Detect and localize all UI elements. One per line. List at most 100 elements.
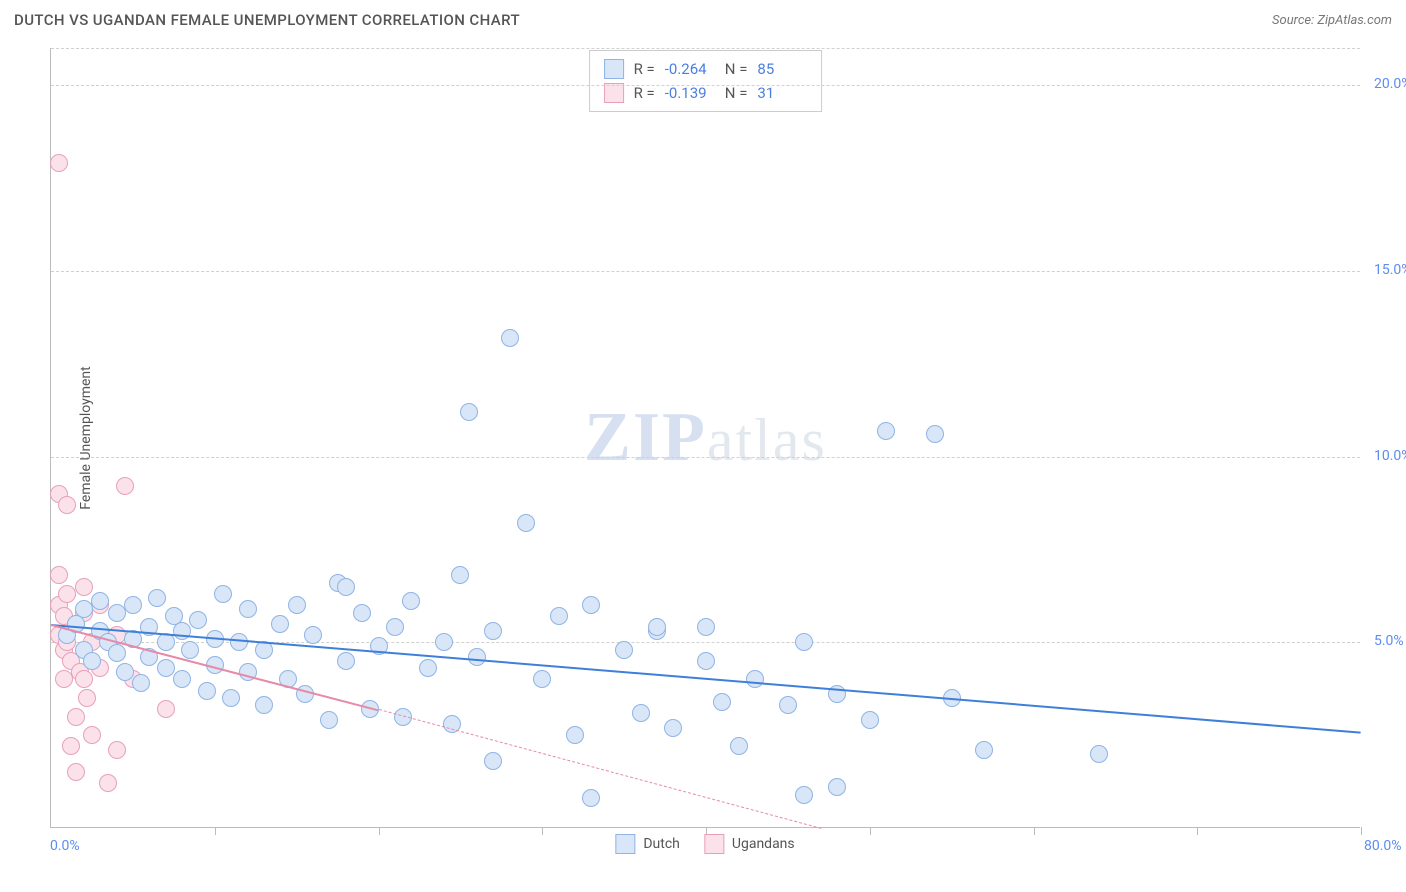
scatter-point <box>926 425 944 443</box>
legend-item-dutch: Dutch <box>615 834 680 854</box>
scatter-point <box>99 774 117 792</box>
scatter-point <box>75 600 93 618</box>
watermark-atlas: atlas <box>707 407 827 473</box>
scatter-point <box>78 689 96 707</box>
scatter-point <box>58 585 76 603</box>
scatter-point <box>337 578 355 596</box>
legend-label-ugandans: Ugandans <box>732 836 795 852</box>
scatter-point <box>386 618 404 636</box>
swatch-dutch <box>604 59 624 79</box>
watermark: ZIPatlas <box>584 398 827 478</box>
scatter-point <box>337 652 355 670</box>
scatter-point <box>632 704 650 722</box>
scatter-point <box>222 689 240 707</box>
scatter-point <box>828 778 846 796</box>
y-tick-label: 10.0% <box>1364 448 1406 464</box>
scatter-point <box>746 670 764 688</box>
gridline <box>51 271 1360 272</box>
scatter-point <box>582 789 600 807</box>
scatter-point <box>320 711 338 729</box>
x-tick <box>542 827 543 835</box>
scatter-point <box>730 737 748 755</box>
watermark-zip: ZIP <box>584 399 707 476</box>
x-tick <box>1197 827 1198 835</box>
scatter-point <box>157 700 175 718</box>
stats-box: R = -0.264 N = 85 R = -0.139 N = 31 <box>589 50 823 112</box>
source-attribution: Source: ZipAtlas.com <box>1272 13 1392 28</box>
scatter-point <box>697 618 715 636</box>
legend-swatch-ugandans <box>704 834 724 854</box>
scatter-point <box>50 154 68 172</box>
x-tick <box>1361 827 1362 835</box>
scatter-point <box>108 604 126 622</box>
scatter-point <box>83 652 101 670</box>
scatter-point <box>148 589 166 607</box>
x-tick <box>215 827 216 835</box>
scatter-point <box>157 659 175 677</box>
scatter-point <box>67 708 85 726</box>
header-bar: DUTCH VS UGANDAN FEMALE UNEMPLOYMENT COR… <box>0 0 1406 34</box>
scatter-point <box>50 566 68 584</box>
scatter-point <box>1090 745 1108 763</box>
r-label: R = <box>634 57 655 81</box>
gridline <box>51 48 1360 49</box>
y-tick-label: 5.0% <box>1364 633 1404 649</box>
n-value-dutch: 85 <box>757 57 807 81</box>
scatter-point <box>239 600 257 618</box>
scatter-point <box>795 786 813 804</box>
scatter-point <box>189 611 207 629</box>
gridline <box>51 85 1360 86</box>
scatter-point <box>62 737 80 755</box>
legend: Dutch Ugandans <box>615 834 794 854</box>
scatter-point <box>198 682 216 700</box>
scatter-point <box>288 596 306 614</box>
scatter-point <box>484 752 502 770</box>
scatter-point <box>468 648 486 666</box>
scatter-point <box>484 622 502 640</box>
scatter-point <box>116 477 134 495</box>
chart-area: Female Unemployment ZIPatlas R = -0.264 … <box>50 48 1360 828</box>
scatter-point <box>91 592 109 610</box>
scatter-point <box>116 663 134 681</box>
scatter-point <box>108 741 126 759</box>
scatter-point <box>648 618 666 636</box>
scatter-point <box>451 566 469 584</box>
scatter-point <box>75 578 93 596</box>
x-axis-min-label: 0.0% <box>50 838 80 854</box>
scatter-point <box>615 641 633 659</box>
scatter-point <box>517 514 535 532</box>
scatter-point <box>181 641 199 659</box>
scatter-point <box>664 719 682 737</box>
scatter-point <box>566 726 584 744</box>
scatter-point <box>124 596 142 614</box>
trend-line <box>378 709 820 829</box>
scatter-point <box>304 626 322 644</box>
scatter-point <box>582 596 600 614</box>
scatter-point <box>795 633 813 651</box>
scatter-point <box>697 652 715 670</box>
scatter-point <box>861 711 879 729</box>
scatter-point <box>173 622 191 640</box>
x-tick <box>379 827 380 835</box>
scatter-point <box>713 693 731 711</box>
scatter-point <box>460 403 478 421</box>
stats-row-dutch: R = -0.264 N = 85 <box>604 57 808 81</box>
legend-item-ugandans: Ugandans <box>704 834 795 854</box>
scatter-point <box>419 659 437 677</box>
scatter-point <box>55 670 73 688</box>
x-tick <box>1034 827 1035 835</box>
scatter-point <box>67 763 85 781</box>
scatter-point <box>75 670 93 688</box>
scatter-point <box>255 696 273 714</box>
scatter-point <box>83 726 101 744</box>
scatter-point <box>550 607 568 625</box>
gridline <box>51 457 1360 458</box>
scatter-point <box>230 633 248 651</box>
legend-label-dutch: Dutch <box>643 836 680 852</box>
plot-region: ZIPatlas R = -0.264 N = 85 R = -0.139 N … <box>50 48 1360 828</box>
scatter-point <box>533 670 551 688</box>
scatter-point <box>975 741 993 759</box>
y-tick-label: 15.0% <box>1364 262 1406 278</box>
scatter-point <box>108 644 126 662</box>
scatter-point <box>877 422 895 440</box>
